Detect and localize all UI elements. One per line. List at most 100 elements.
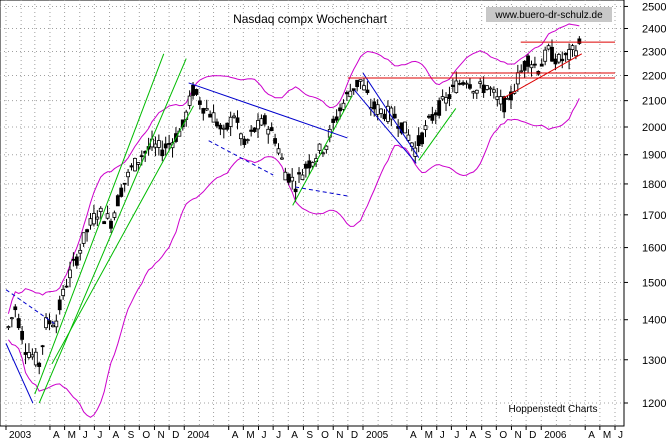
candle-body bbox=[461, 82, 466, 85]
candle-body bbox=[310, 162, 315, 167]
candle-body bbox=[338, 107, 342, 112]
x-tick-label: J bbox=[261, 430, 266, 441]
y-tick-label: 2400 bbox=[642, 24, 666, 36]
candle-body bbox=[16, 318, 21, 329]
candle-body bbox=[450, 84, 455, 88]
candle-body bbox=[481, 84, 486, 94]
candle-body bbox=[235, 117, 240, 123]
candle-body bbox=[546, 45, 551, 50]
channel-2004-lower-b bbox=[295, 186, 348, 197]
x-tick-label: 2006 bbox=[544, 430, 567, 441]
candle-body bbox=[71, 258, 76, 261]
candle-body bbox=[232, 115, 236, 118]
channel-2005-upper bbox=[362, 72, 420, 158]
candle-body bbox=[92, 213, 96, 225]
candle-body bbox=[153, 143, 158, 148]
candle-body bbox=[170, 142, 175, 149]
candle-body bbox=[375, 104, 380, 115]
candle-body bbox=[47, 320, 52, 325]
candle-body bbox=[249, 129, 254, 132]
y-tick-label: 2300 bbox=[642, 46, 666, 58]
candle-body bbox=[33, 351, 38, 366]
candle-body bbox=[156, 140, 161, 148]
candle-body bbox=[242, 138, 247, 145]
candle-body bbox=[457, 83, 462, 85]
candle-body bbox=[37, 362, 42, 367]
x-tick-label: A bbox=[53, 430, 60, 441]
candle-body bbox=[543, 49, 548, 62]
x-tick-label: J bbox=[97, 430, 102, 441]
support-rising bbox=[502, 53, 583, 99]
candle-body bbox=[348, 90, 353, 98]
candle-body bbox=[392, 113, 397, 119]
candle-body bbox=[505, 97, 510, 100]
candle-body bbox=[437, 100, 442, 116]
watermark-text: www.buero-dr-schulz.de bbox=[494, 10, 603, 21]
candle-body bbox=[98, 207, 103, 212]
candle-body bbox=[471, 91, 476, 94]
candle-body bbox=[109, 220, 113, 229]
candle-body bbox=[519, 70, 524, 73]
candle-body bbox=[317, 143, 322, 151]
candle-body bbox=[324, 145, 329, 150]
candle-body bbox=[136, 162, 141, 165]
candle-body bbox=[502, 96, 507, 113]
candle-body bbox=[215, 121, 219, 127]
candle-body bbox=[262, 115, 267, 125]
candle-body bbox=[126, 171, 130, 178]
trendline-up-lower bbox=[51, 105, 194, 365]
candle-body bbox=[454, 80, 459, 93]
candle-body bbox=[105, 213, 110, 219]
candle-body bbox=[444, 97, 448, 104]
x-tick-label: M bbox=[68, 430, 76, 441]
candle-body bbox=[563, 52, 568, 56]
candle-body bbox=[341, 102, 346, 110]
candle-body bbox=[221, 127, 226, 130]
candle-body bbox=[297, 172, 301, 175]
candle-body bbox=[526, 55, 530, 67]
candle-body bbox=[194, 89, 199, 95]
x-tick-label: A bbox=[113, 430, 120, 441]
candle-body bbox=[293, 188, 298, 193]
candle-body bbox=[344, 92, 349, 95]
channel-2003-dash bbox=[5, 289, 55, 325]
candle-body bbox=[379, 108, 383, 114]
candle-body bbox=[334, 116, 339, 121]
candle-body bbox=[187, 95, 192, 106]
trendline-layer bbox=[5, 41, 615, 404]
candle-body bbox=[201, 108, 206, 114]
y-tick-label: 1300 bbox=[642, 355, 666, 367]
candle-body bbox=[163, 143, 168, 149]
candle-body bbox=[420, 132, 424, 145]
candle-body bbox=[522, 60, 527, 71]
candle-body bbox=[139, 155, 144, 158]
x-tick-label: D bbox=[172, 430, 179, 441]
candle-body bbox=[129, 165, 134, 168]
candle-body bbox=[273, 138, 277, 144]
candle-body bbox=[433, 112, 438, 116]
x-tick-label: M bbox=[603, 430, 611, 441]
x-tick-label: 2003 bbox=[9, 430, 32, 441]
candle-body bbox=[13, 306, 18, 311]
candle-body bbox=[252, 127, 257, 132]
x-tick-label: M bbox=[246, 430, 254, 441]
candle-body bbox=[20, 330, 25, 340]
candle-body bbox=[54, 320, 59, 328]
x-tick-label: A bbox=[470, 430, 477, 441]
channel-2005-lower bbox=[354, 90, 417, 164]
candle-body bbox=[68, 269, 72, 279]
candle-body bbox=[95, 216, 100, 220]
x-tick-label: 2005 bbox=[366, 430, 389, 441]
channel-2004-lower bbox=[208, 140, 274, 176]
candle-body bbox=[529, 64, 534, 69]
candle-body bbox=[208, 113, 213, 118]
candle-body bbox=[57, 299, 62, 311]
candle-body bbox=[23, 352, 28, 355]
candle-body bbox=[64, 285, 69, 288]
trendline-2005-up bbox=[418, 108, 457, 161]
candle-body bbox=[290, 176, 295, 182]
y-tick-label: 1800 bbox=[642, 179, 666, 191]
candle-body bbox=[365, 89, 370, 93]
candle-body bbox=[50, 324, 55, 328]
